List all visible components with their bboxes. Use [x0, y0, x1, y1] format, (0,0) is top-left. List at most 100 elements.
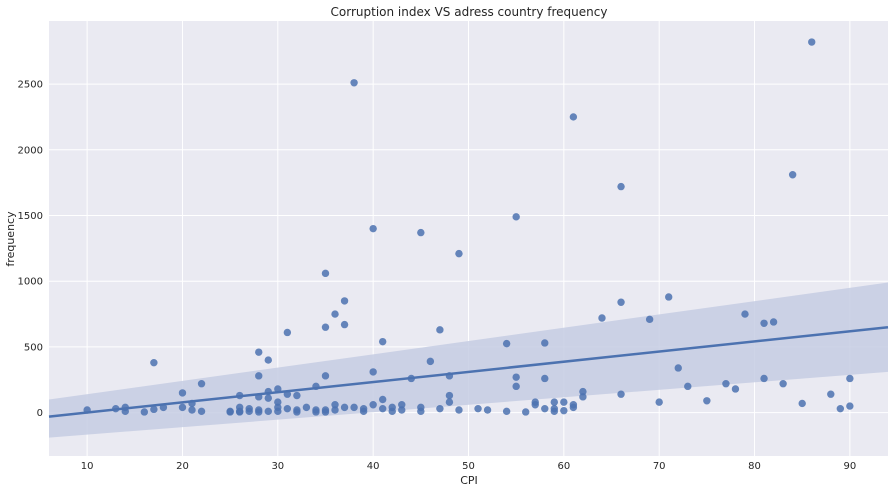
- data-point: [779, 380, 787, 388]
- data-point: [541, 339, 549, 347]
- data-point: [560, 406, 568, 415]
- data-point: [617, 390, 625, 398]
- data-point: [264, 356, 272, 364]
- data-point: [188, 406, 196, 414]
- data-point: [665, 293, 673, 301]
- data-point: [836, 404, 845, 413]
- data-point: [331, 406, 339, 414]
- data-point: [321, 408, 330, 416]
- data-point: [512, 382, 520, 391]
- data-point: [598, 314, 606, 322]
- data-point: [788, 171, 797, 179]
- data-point: [235, 408, 244, 416]
- data-point: [245, 407, 253, 416]
- y-axis-label: frequency: [4, 211, 17, 267]
- data-point: [617, 298, 625, 306]
- data-point: [569, 113, 578, 121]
- data-point: [369, 401, 377, 409]
- y-tick-label: 1000: [18, 277, 43, 288]
- data-point: [255, 408, 263, 416]
- data-point: [769, 318, 778, 326]
- data-point: [455, 249, 463, 258]
- x-tick-label: 40: [367, 461, 380, 472]
- data-point: [846, 402, 854, 410]
- data-point: [483, 406, 492, 414]
- y-tick-labels: 0 500 1000 1500 2000 2500: [18, 80, 43, 420]
- x-tick-label: 30: [271, 461, 284, 472]
- data-point: [283, 404, 292, 413]
- data-point: [197, 380, 206, 388]
- data-point: [417, 228, 425, 237]
- data-point: [369, 224, 377, 233]
- data-point: [226, 408, 234, 416]
- data-point: [340, 297, 349, 305]
- chart-title: Corruption index VS adress country frequ…: [331, 5, 608, 19]
- data-point: [722, 380, 730, 388]
- data-point: [579, 387, 587, 396]
- data-point: [274, 398, 282, 406]
- x-tick-label: 50: [462, 461, 475, 472]
- data-point: [264, 407, 272, 416]
- data-point: [255, 348, 263, 356]
- data-point: [426, 357, 435, 366]
- data-point: [369, 368, 377, 376]
- data-point: [264, 394, 272, 402]
- data-point: [293, 391, 301, 400]
- regression-line-path: [48, 325, 889, 418]
- data-point: [312, 408, 320, 416]
- data-point: [398, 406, 406, 414]
- data-point: [541, 374, 549, 383]
- data-point: [808, 38, 816, 46]
- y-tick-label: 2500: [18, 80, 43, 91]
- data-point: [178, 403, 187, 412]
- data-point: [798, 399, 806, 408]
- data-point: [550, 407, 559, 416]
- data-point: [150, 405, 158, 414]
- data-point: [703, 397, 711, 405]
- data-point: [321, 372, 330, 380]
- data-point: [388, 407, 396, 416]
- data-point: [340, 403, 349, 412]
- data-point: [197, 407, 206, 416]
- data-point: [741, 310, 749, 318]
- data-point: [512, 373, 520, 381]
- data-point: [436, 326, 444, 334]
- data-point: [531, 401, 539, 409]
- data-point: [140, 408, 149, 416]
- data-point: [760, 319, 768, 327]
- data-point: [321, 269, 330, 278]
- data-point: [293, 408, 301, 416]
- data-point: [331, 401, 339, 409]
- data-point: [569, 403, 578, 412]
- data-point: [350, 403, 358, 412]
- data-point: [302, 403, 311, 412]
- data-point: [445, 398, 454, 406]
- data-point: [674, 364, 682, 372]
- x-axis-label: CPI: [460, 474, 478, 487]
- data-point: [617, 182, 625, 191]
- data-point: [331, 310, 339, 318]
- data-point: [445, 391, 454, 400]
- data-point: [731, 385, 740, 393]
- y-tick-label: 2000: [18, 145, 43, 156]
- x-tick-label: 10: [81, 461, 94, 472]
- y-tick-label: 0: [37, 408, 43, 419]
- x-tick-labels: 10 20 30 40 50 60 70 80 90: [81, 461, 856, 472]
- data-point: [255, 372, 263, 380]
- data-point: [502, 407, 511, 416]
- data-point: [340, 320, 349, 329]
- data-point: [378, 395, 387, 404]
- data-point: [150, 358, 158, 367]
- data-point: [579, 393, 587, 401]
- data-point: [846, 374, 854, 383]
- x-tick-label: 80: [748, 461, 761, 472]
- data-point: [274, 407, 282, 416]
- data-point: [398, 401, 406, 409]
- x-tick-label: 60: [557, 461, 570, 472]
- x-tick-label: 90: [843, 461, 856, 472]
- data-point: [502, 339, 511, 348]
- data-point: [827, 390, 835, 398]
- data-point: [178, 389, 187, 397]
- data-point: [522, 408, 530, 416]
- data-point: [560, 398, 568, 406]
